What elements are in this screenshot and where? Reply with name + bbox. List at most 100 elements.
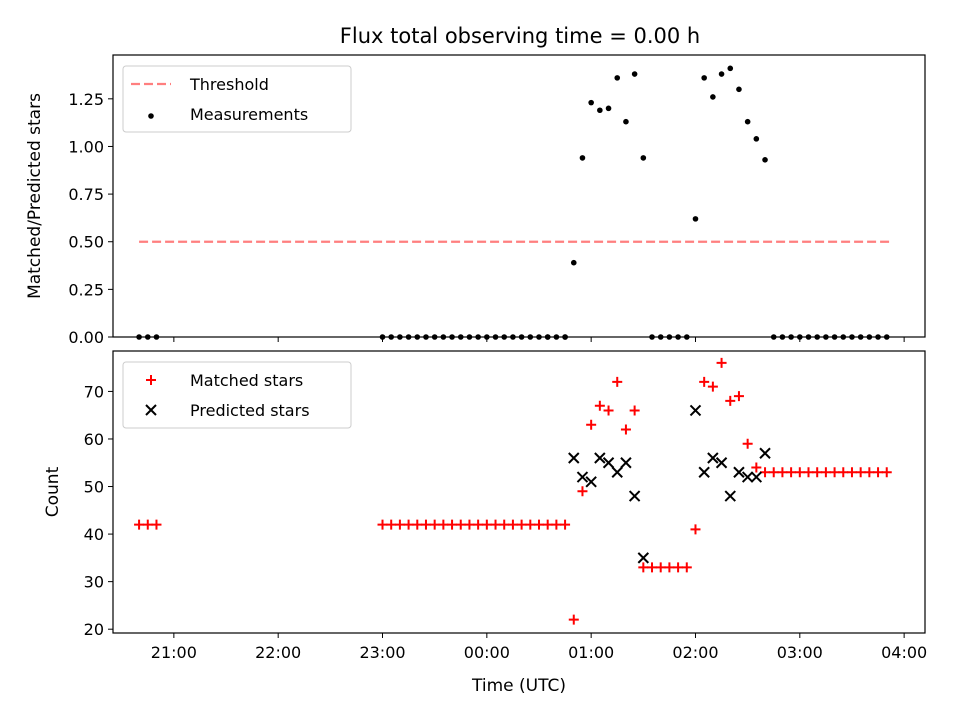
predicted-stars-point bbox=[724, 490, 736, 502]
matched-stars-point bbox=[134, 519, 145, 530]
count-x-axis-label: Time (UTC) bbox=[471, 676, 566, 696]
matched-stars-point bbox=[377, 519, 388, 530]
matched-stars-point bbox=[481, 519, 492, 530]
matched-stars-point bbox=[873, 467, 884, 478]
count-legend: Matched stars Predicted stars bbox=[122, 361, 352, 429]
measurements-point bbox=[692, 216, 699, 222]
matched-stars-point bbox=[386, 519, 397, 530]
ratio-y-tick-label: 1.00 bbox=[68, 137, 104, 156]
matched-stars-point bbox=[742, 438, 753, 449]
matched-stars-point bbox=[751, 462, 762, 473]
measurements-point bbox=[623, 118, 629, 125]
measurements-point bbox=[570, 259, 577, 266]
matched-stars-point bbox=[760, 467, 771, 478]
matched-stars-point bbox=[820, 467, 831, 478]
ratio-y-ticks: 0.00 0.25 0.50 0.75 1.00 1.25 bbox=[68, 90, 113, 347]
threshold-legend-label: Threshold bbox=[189, 75, 269, 94]
matched-stars-legend-label: Matched stars bbox=[190, 371, 303, 390]
matched-stars-point bbox=[838, 467, 849, 478]
matched-stars-point bbox=[664, 562, 675, 573]
matched-stars-point bbox=[499, 519, 510, 530]
matched-stars-point bbox=[655, 562, 666, 573]
measurements-point bbox=[710, 94, 716, 100]
count-y-tick-label: 30 bbox=[84, 573, 104, 592]
predicted-stars-point bbox=[759, 447, 771, 459]
matched-stars-point bbox=[733, 391, 744, 402]
measurements-point bbox=[762, 156, 768, 163]
matched-stars-point bbox=[394, 519, 405, 530]
matched-stars-point bbox=[794, 467, 805, 478]
count-y-tick-label: 70 bbox=[84, 382, 104, 401]
predicted-stars-point bbox=[611, 466, 623, 478]
predicted-stars-point bbox=[628, 490, 641, 502]
count-panel: 20 30 40 50 60 70 21:00 22:00 23:00 00:00 01:00 02… bbox=[43, 350, 927, 696]
ratio-legend-box bbox=[122, 65, 352, 133]
matched-stars-point bbox=[533, 519, 544, 530]
x-tick-label: 22:00 bbox=[255, 643, 301, 662]
matched-stars-point bbox=[812, 467, 823, 478]
count-series-layer bbox=[134, 357, 892, 625]
ratio-panel: 0.00 0.25 0.50 0.75 1.00 1.25 Matched/Predict… bbox=[25, 54, 926, 347]
predicted-stars-point bbox=[750, 471, 763, 483]
matched-stars-point bbox=[647, 562, 658, 573]
matched-stars-point bbox=[438, 519, 449, 530]
measurements-point bbox=[640, 155, 647, 161]
ratio-x-ticks bbox=[173, 337, 905, 342]
matched-stars-point bbox=[594, 400, 605, 411]
matched-stars-point bbox=[525, 519, 536, 530]
measurements-point bbox=[744, 118, 751, 125]
matched-stars-point bbox=[725, 395, 736, 406]
measurements-point bbox=[614, 75, 621, 81]
measurements-point bbox=[736, 86, 742, 93]
ratio-y-tick-label: 0.50 bbox=[68, 233, 104, 252]
predicted-stars-point bbox=[707, 452, 719, 464]
count-y-tick-label: 40 bbox=[84, 525, 104, 544]
x-tick-label: 21:00 bbox=[151, 643, 197, 662]
predicted-stars-legend-label: Predicted stars bbox=[190, 401, 310, 420]
ratio-y-tick-label: 0.00 bbox=[68, 328, 104, 347]
matched-stars-point bbox=[447, 519, 458, 530]
predicted-stars-point bbox=[698, 466, 710, 478]
ratio-y-tick-label: 1.25 bbox=[68, 90, 104, 109]
measurements-legend-label: Measurements bbox=[190, 105, 308, 124]
predicted-stars-point bbox=[733, 466, 745, 478]
matched-stars-point bbox=[768, 467, 779, 478]
matched-stars-point bbox=[464, 519, 475, 530]
predicted-stars-point bbox=[594, 452, 606, 464]
matched-stars-point bbox=[829, 467, 840, 478]
matched-stars-point bbox=[699, 376, 710, 387]
ratio-y-axis-label: Matched/Predicted stars bbox=[25, 93, 45, 299]
predicted-stars-point bbox=[741, 471, 754, 483]
matched-stars-point bbox=[673, 562, 684, 573]
matched-stars-point bbox=[690, 524, 701, 535]
matched-stars-point bbox=[507, 519, 518, 530]
matched-stars-point bbox=[455, 519, 466, 530]
x-tick-label: 02:00 bbox=[672, 643, 718, 662]
matched-stars-point bbox=[786, 467, 797, 478]
measurements-point bbox=[631, 71, 638, 77]
measurements-point bbox=[701, 75, 707, 81]
matched-stars-point bbox=[629, 405, 640, 416]
matched-stars-point bbox=[612, 376, 623, 387]
predicted-stars-legend-swatch bbox=[145, 404, 157, 416]
matched-stars-legend-swatch bbox=[146, 375, 156, 385]
predicted-stars-point bbox=[602, 457, 615, 469]
matched-stars-point bbox=[551, 519, 562, 530]
count-y-axis-label: Count bbox=[43, 466, 63, 517]
predicted-stars-point bbox=[689, 404, 702, 417]
measurements-point bbox=[597, 107, 603, 114]
matched-stars-point bbox=[855, 467, 866, 478]
ratio-axes-frame bbox=[112, 54, 926, 338]
matched-stars-point bbox=[568, 614, 579, 625]
predicted-stars-point bbox=[585, 476, 597, 488]
predicted-stars-point bbox=[637, 552, 650, 564]
measurements-point bbox=[753, 136, 760, 142]
matched-stars-point bbox=[681, 562, 692, 573]
matched-stars-point bbox=[142, 519, 153, 530]
x-tick-label: 00:00 bbox=[464, 643, 510, 662]
matched-stars-point bbox=[620, 424, 631, 435]
measurements-point bbox=[718, 71, 725, 77]
matched-stars-point bbox=[586, 419, 597, 430]
matched-stars-point bbox=[864, 467, 875, 478]
